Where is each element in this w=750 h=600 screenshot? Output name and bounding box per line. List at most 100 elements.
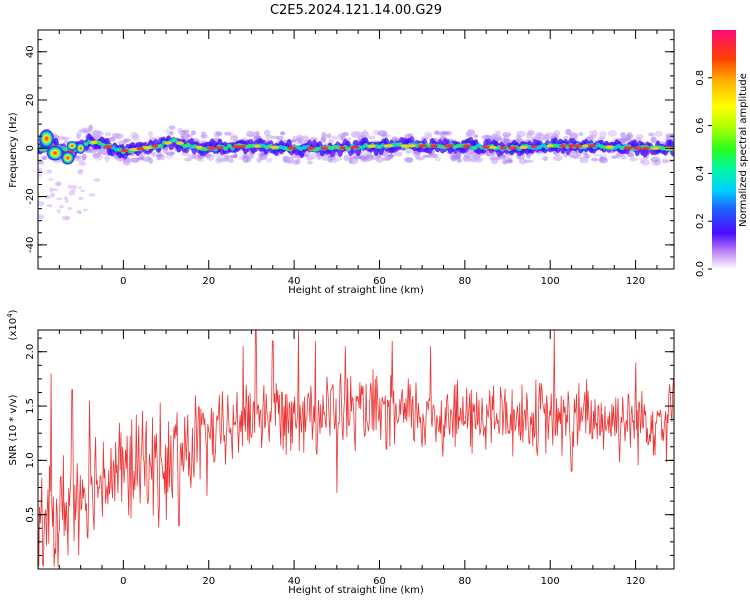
heatmap-peak (231, 145, 241, 149)
heatmap-blob (66, 140, 79, 151)
heatmap-peak (519, 145, 528, 149)
heatmap-halo-speck (367, 135, 376, 140)
heatmap-scatter-speck (59, 205, 64, 209)
heatmap-halo-speck (81, 153, 87, 161)
heatmap-halo-speck (620, 155, 627, 160)
heatmap-halo-speck (591, 157, 599, 162)
heatmap-peak (287, 146, 297, 150)
spectrogram-ytick-label: 20 (25, 94, 36, 107)
heatmap-halo-speck (501, 132, 512, 137)
heatmap-halo-speck (599, 131, 607, 138)
heatmap-halo-speck (156, 155, 162, 161)
snr-multiplier: (x104) (6, 309, 19, 340)
heatmap-peak (499, 146, 507, 150)
heatmap-halo-speck (536, 131, 543, 137)
heatmap-peak (642, 146, 651, 150)
heatmap-halo-speck (474, 155, 481, 161)
heatmap-halo-speck (434, 155, 441, 162)
heatmap-halo-speck (194, 154, 203, 161)
colorbar-label: Normalized spectral amplitude (738, 73, 749, 227)
colorbar-tick-label: 0.2 (695, 213, 706, 229)
heatmap-halo-speck (254, 130, 260, 136)
heatmap-scatter-speck (38, 214, 45, 220)
heatmap-halo-speck (322, 158, 329, 162)
heatmap-scatter-speck (49, 187, 54, 193)
heatmap-halo-speck (271, 135, 278, 140)
heatmap-halo-speck (321, 132, 328, 139)
heatmap-halo-speck (147, 156, 152, 161)
heatmap-halo-speck (177, 127, 183, 134)
heatmap-halo-speck (130, 157, 140, 163)
snr-ytick-label: 0.5 (25, 507, 36, 523)
heatmap-peak (573, 144, 583, 148)
heatmap-halo-speck (426, 133, 433, 139)
heatmap-halo-speck (301, 135, 309, 142)
heatmap-scatter-speck (81, 161, 87, 166)
heatmap-peak (507, 146, 518, 150)
heatmap-scatter-speck (80, 189, 86, 193)
heatmap-halo-speck (331, 135, 339, 140)
heatmap-halo-speck (215, 131, 223, 136)
heatmap-mid (158, 143, 164, 149)
heatmap-scatter-speck (78, 186, 82, 190)
heatmap-halo-speck (88, 148, 98, 154)
heatmap-halo-speck (162, 147, 169, 155)
heatmap-peak (339, 146, 346, 150)
spectrogram-xtick-label: 60 (373, 276, 386, 287)
spectrogram-panel: 0 20 40 60 80 100 120 -40 -20 0 20 40 Height of str… (8, 29, 675, 296)
colorbar: 0.0 0.2 0.4 0.6 0.8 Normalized spectral ampl… (695, 30, 749, 277)
colorbar-tick-label: 0.0 (695, 261, 706, 277)
heatmap-halo-speck (578, 131, 584, 137)
heatmap-halo-speck (579, 157, 589, 164)
heatmap-halo-speck (93, 154, 104, 161)
heatmap-halo-speck (377, 130, 388, 137)
heatmap-halo-speck (350, 130, 361, 138)
heatmap-halo-speck (184, 157, 192, 162)
heatmap-halo-speck (276, 135, 284, 141)
heatmap-halo-speck (534, 133, 542, 139)
spectrogram-xtick-label: 100 (541, 276, 560, 287)
spectrogram-xtick-label: 120 (626, 276, 645, 287)
heatmap-halo-speck (346, 137, 352, 141)
heatmap-scatter-speck (88, 193, 96, 197)
heatmap-halo-speck (328, 159, 338, 164)
spectrogram-xtick-label: 20 (202, 276, 215, 287)
heatmap-halo-speck (386, 154, 395, 158)
colorbar-tick-label: 0.8 (695, 70, 706, 86)
heatmap-halo-speck (56, 135, 66, 140)
heatmap-halo-speck (650, 136, 657, 143)
heatmap-blob (60, 150, 75, 165)
heatmap-halo-speck (307, 160, 313, 165)
snr-xlabel: Height of straight line (km) (288, 585, 424, 596)
heatmap-peak (176, 141, 184, 145)
heatmap-peak (418, 144, 428, 148)
heatmap-halo-speck (563, 135, 569, 141)
heatmap-scatter-speck (38, 173, 43, 177)
heatmap-halo-speck (570, 154, 580, 159)
heatmap-scatter-speck (61, 215, 69, 221)
heatmap-halo-speck (648, 132, 655, 137)
heatmap-halo-speck (76, 130, 83, 138)
heatmap-halo-speck (131, 134, 140, 141)
heatmap-mid (346, 146, 352, 152)
snr-ytick-label: 1.5 (25, 398, 36, 414)
heatmap-peak (462, 144, 472, 148)
heatmap-scatter-speck (56, 197, 63, 201)
heatmap-halo-speck (584, 154, 591, 159)
heatmap-halo-speck (227, 159, 235, 164)
spectrogram-xtick-label: 80 (458, 276, 471, 287)
heatmap-halo-speck (123, 138, 132, 142)
colorbar-ticks: 0.0 0.2 0.4 0.6 0.8 (695, 70, 712, 277)
heatmap-halo-speck (598, 136, 606, 140)
snr-ylabel: SNR (10 * v/v) (8, 394, 19, 465)
heatmap-peak (559, 144, 567, 148)
heatmap-halo-speck (504, 159, 514, 164)
spectrogram-ylabel: Frequency (Hz) (8, 112, 19, 188)
heatmap-peak (120, 148, 129, 153)
heatmap-peak (151, 144, 159, 148)
heatmap-halo-speck (104, 132, 112, 137)
snr-series-line (38, 330, 674, 567)
heatmap-halo-speck (661, 158, 668, 164)
heatmap-peak (650, 146, 660, 150)
heatmap-peak (89, 140, 98, 144)
